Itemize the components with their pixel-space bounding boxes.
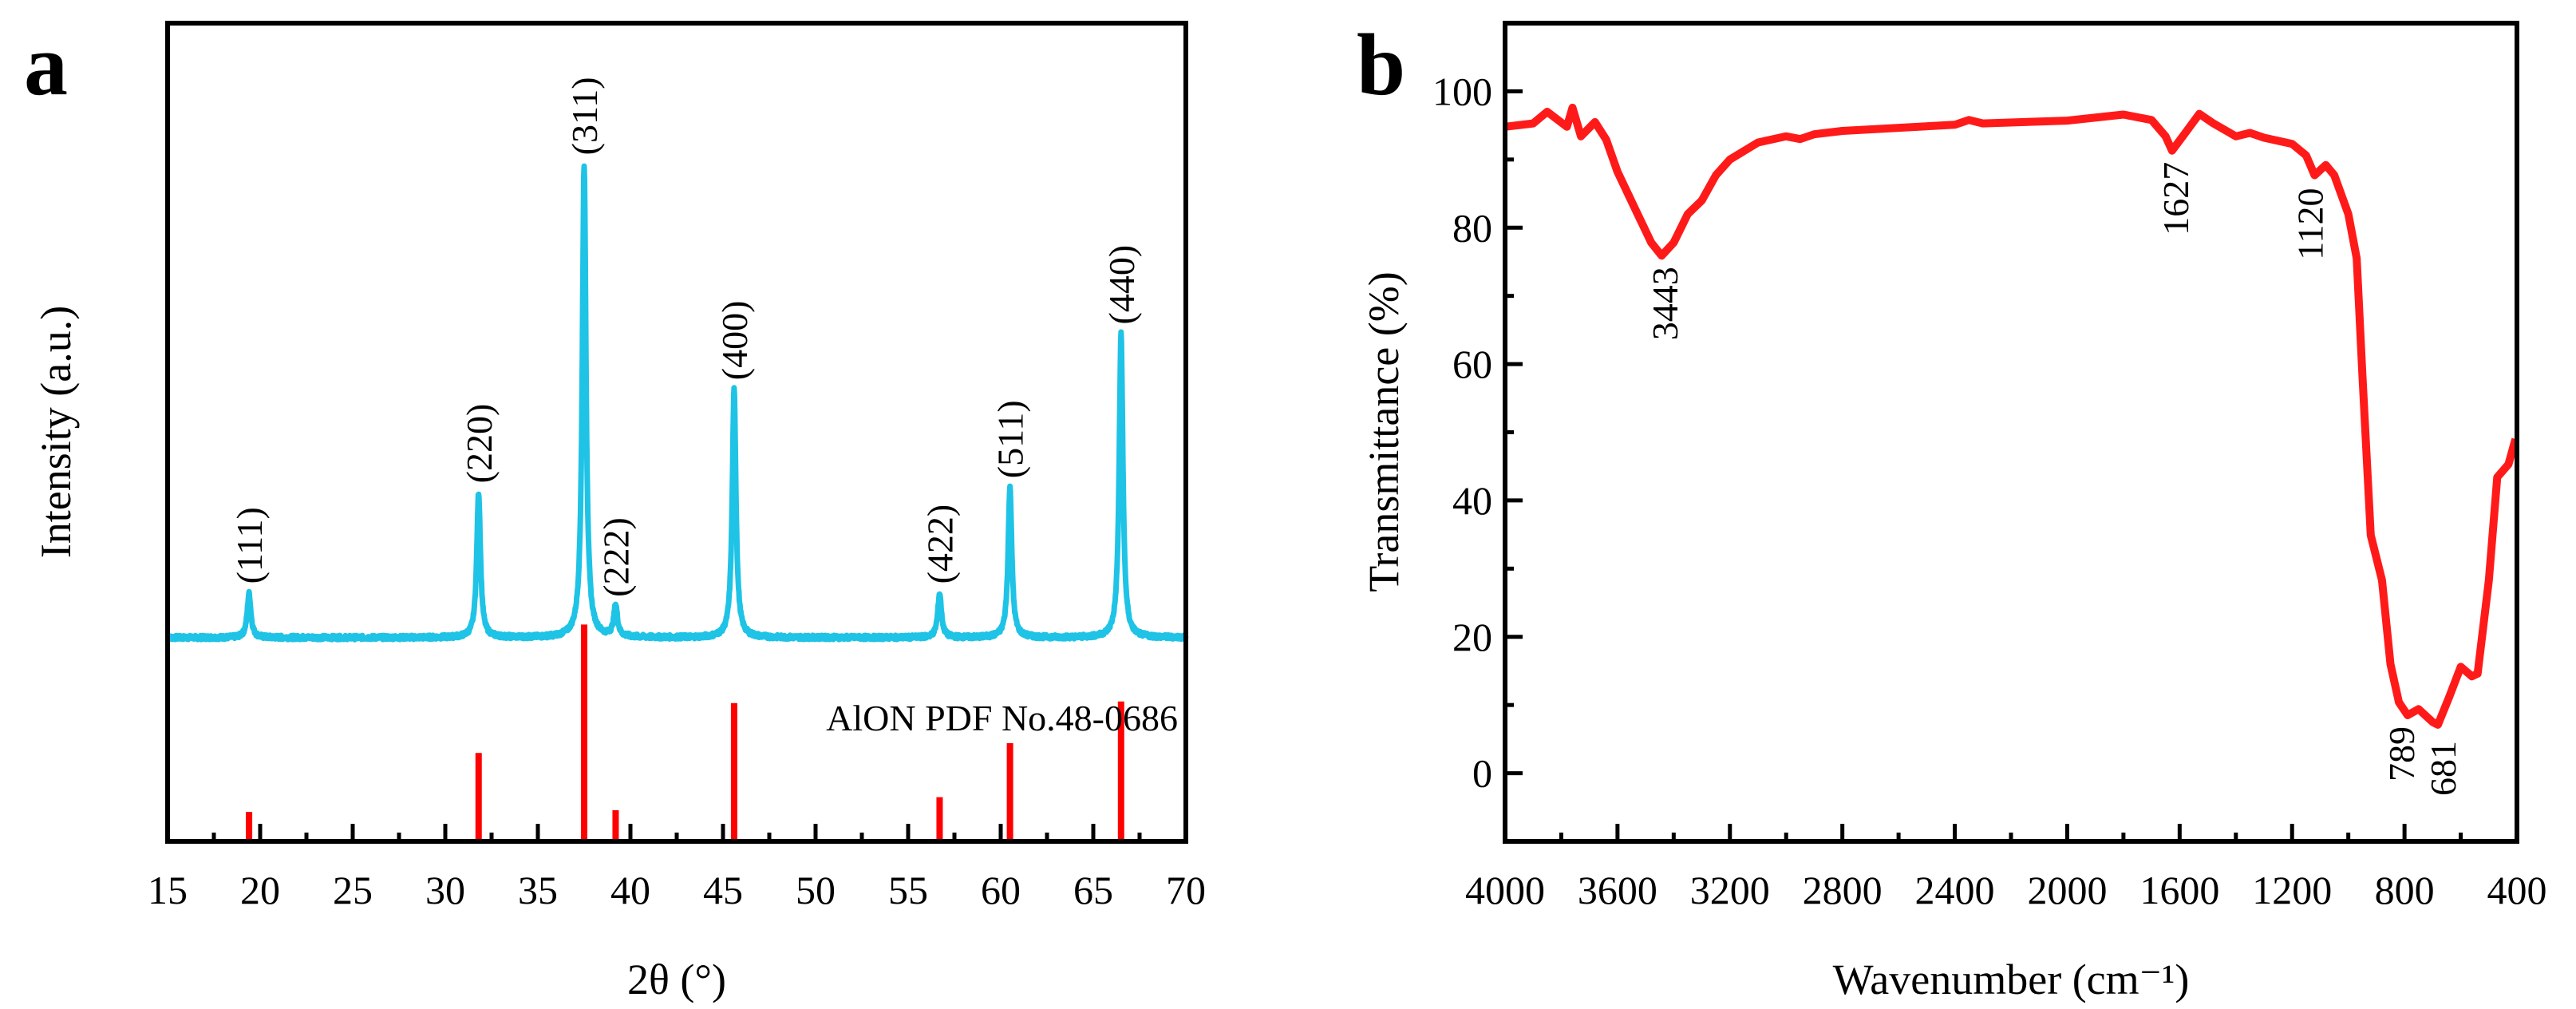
x-tick-label: 2800 [1803, 868, 1883, 912]
x-tick-label: 55 [888, 868, 928, 912]
x-tick-label: 800 [2375, 868, 2435, 912]
peak-label: (222) [595, 517, 636, 597]
ftir-panel: b 4000 3600 3200 2800 2400 2000 1600 1200 800 400… [1357, 16, 2547, 1003]
x-tick-label: 60 [981, 868, 1021, 912]
xrd-x-axis-title: 2θ (°) [627, 956, 726, 1003]
x-tick-label: 25 [333, 868, 373, 912]
peak-label: (511) [990, 400, 1031, 478]
ftir-frame [1503, 21, 2519, 844]
peak-label: (220) [459, 404, 500, 484]
x-tick-label: 3600 [1578, 868, 1657, 912]
x-tick-label: 20 [240, 868, 280, 912]
x-tick-label: 2400 [1915, 868, 1995, 912]
x-tick-label: 30 [425, 868, 465, 912]
x-tick-label: 40 [610, 868, 650, 912]
x-tick-label: 1200 [2252, 868, 2332, 912]
xrd-y-axis-title: Intensity (a.u.) [32, 306, 80, 558]
panel-label-a: a [24, 16, 68, 113]
x-tick-label: 50 [796, 868, 836, 912]
x-tick-label: 1600 [2139, 868, 2219, 912]
y-tick-label: 100 [1432, 69, 1492, 113]
x-tick-label: 65 [1073, 868, 1113, 912]
x-tick-label: 4000 [1465, 868, 1545, 912]
peak-label: (311) [564, 77, 605, 155]
y-tick-label: 0 [1472, 751, 1492, 796]
peak-label: (422) [919, 504, 960, 584]
y-tick-label: 80 [1452, 205, 1492, 250]
band-annotation: 1627 [2155, 162, 2196, 235]
x-tick-label: 15 [148, 868, 188, 912]
ftir-plot-area: 4000 3600 3200 2800 2400 2000 1600 1200 800 40002… [1432, 69, 2547, 912]
x-tick-label: 35 [518, 868, 558, 912]
ftir-y-axis-title: Transmittance (%) [1360, 271, 1408, 592]
xrd-plot-area: 15 20 25 30 35 40 45 50 55 60 65 70 (111) (220) (311) (… [148, 77, 1206, 912]
y-tick-label: 40 [1452, 478, 1492, 523]
ftir-spectrum-line [1504, 103, 2520, 729]
band-annotation: 3443 [1645, 267, 1685, 340]
y-tick-label: 20 [1452, 615, 1492, 659]
x-tick-label: 3200 [1690, 868, 1770, 912]
band-annotation: 789 [2381, 726, 2422, 781]
y-tick-label: 60 [1452, 342, 1492, 386]
peak-label: (400) [714, 301, 755, 381]
panel-label-b: b [1357, 16, 1405, 113]
xrd-pattern-line [165, 163, 1189, 643]
x-tick-label: 2000 [2027, 868, 2107, 912]
x-tick-label: 400 [2487, 868, 2547, 912]
xrd-frame [165, 21, 1188, 844]
reference-pattern-label: AlON PDF No.48-0686 [826, 698, 1178, 738]
xrd-panel: a 15 20 25 30 35 40 45 50 55 60 65 70 (111) (220) (311… [24, 16, 1206, 1003]
x-tick-label: 70 [1166, 868, 1206, 912]
ftir-x-axis-title: Wavenumber (cm⁻¹) [1833, 956, 2190, 1003]
band-annotation: 681 [2423, 741, 2463, 796]
band-annotation: 1120 [2290, 188, 2330, 259]
peak-label: (111) [229, 507, 270, 584]
x-tick-label: 45 [703, 868, 743, 912]
peak-label: (440) [1101, 245, 1142, 325]
